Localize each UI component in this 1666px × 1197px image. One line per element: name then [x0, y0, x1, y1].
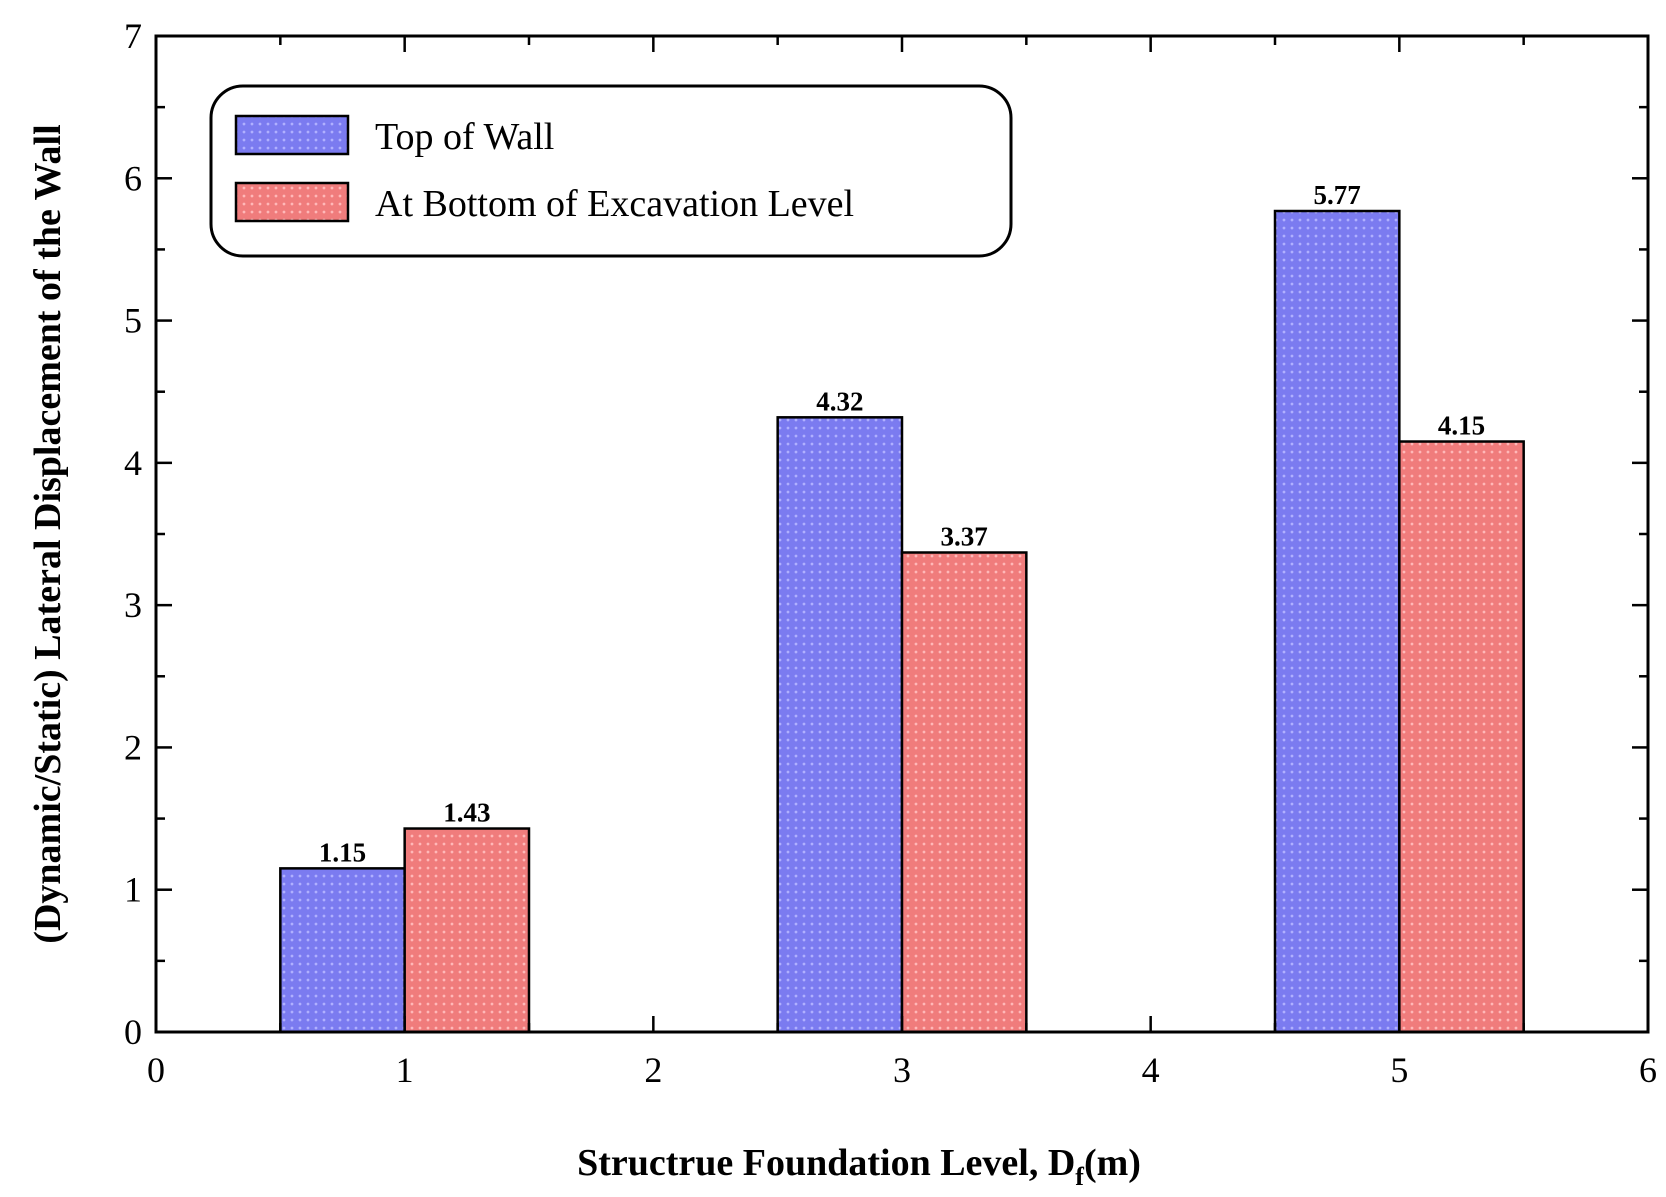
legend-box — [209, 84, 1013, 258]
data-labels-layer: 1.15 4.32 5.77 1.43 3.37 4.15 — [319, 180, 1485, 867]
y-tick-label: 4 — [124, 443, 142, 483]
data-label: 5.77 — [1314, 180, 1361, 210]
data-label: 1.15 — [319, 837, 366, 867]
y-tick-label: 5 — [124, 301, 142, 341]
y-tick-label: 0 — [124, 1012, 142, 1052]
bar-top-of-wall-5 — [1273, 209, 1401, 1034]
x-axis-title-suffix: (m) — [1084, 1142, 1141, 1184]
x-tick-label: 1 — [396, 1050, 414, 1090]
y-tick-label: 2 — [124, 727, 142, 767]
legend: Top of Wall At Bottom of Excavation Leve… — [209, 84, 1013, 258]
data-label: 4.32 — [816, 386, 863, 416]
plot-frame — [154, 34, 1650, 1034]
x-tick-label: 5 — [1390, 1050, 1408, 1090]
legend-swatch-top-of-wall — [234, 114, 350, 156]
legend-label-top-of-wall: Top of Wall — [375, 116, 554, 158]
y-axis-title: (Dynamic/Static) Lateral Displacement of… — [27, 124, 69, 943]
y-tick-label: 7 — [124, 16, 142, 56]
data-label: 3.37 — [941, 521, 988, 551]
x-axis-title-subscript: f — [1075, 1162, 1084, 1191]
ticks-layer: 0 1 2 3 4 5 6 0 1 2 3 4 5 6 7 — [124, 16, 1657, 1090]
legend-swatch-bottom-excavation — [234, 181, 350, 223]
data-label: 4.15 — [1438, 411, 1485, 441]
data-label: 1.43 — [443, 798, 490, 828]
x-tick-label: 2 — [644, 1050, 662, 1090]
bar-bottom-excavation-5 — [1398, 440, 1525, 1034]
bar-bottom-excavation-1 — [403, 827, 531, 1034]
bar-top-of-wall-1 — [279, 867, 406, 1034]
legend-label-bottom-excavation: At Bottom of Excavation Level — [375, 183, 854, 225]
y-tick-label: 6 — [124, 158, 142, 198]
x-axis-title: Structrue Foundation Level, Df(m) — [577, 1142, 1141, 1191]
y-tick-label: 3 — [124, 585, 142, 625]
x-tick-label: 0 — [147, 1050, 165, 1090]
x-axis-title-main: Structrue Foundation Level, D — [577, 1142, 1075, 1184]
x-tick-label: 3 — [893, 1050, 911, 1090]
y-tick-label: 1 — [124, 870, 142, 910]
bars-layer — [279, 209, 1525, 1034]
bar-top-of-wall-3 — [776, 416, 904, 1034]
bar-bottom-excavation-3 — [900, 551, 1028, 1034]
x-tick-label: 6 — [1639, 1050, 1657, 1090]
x-tick-label: 4 — [1142, 1050, 1160, 1090]
